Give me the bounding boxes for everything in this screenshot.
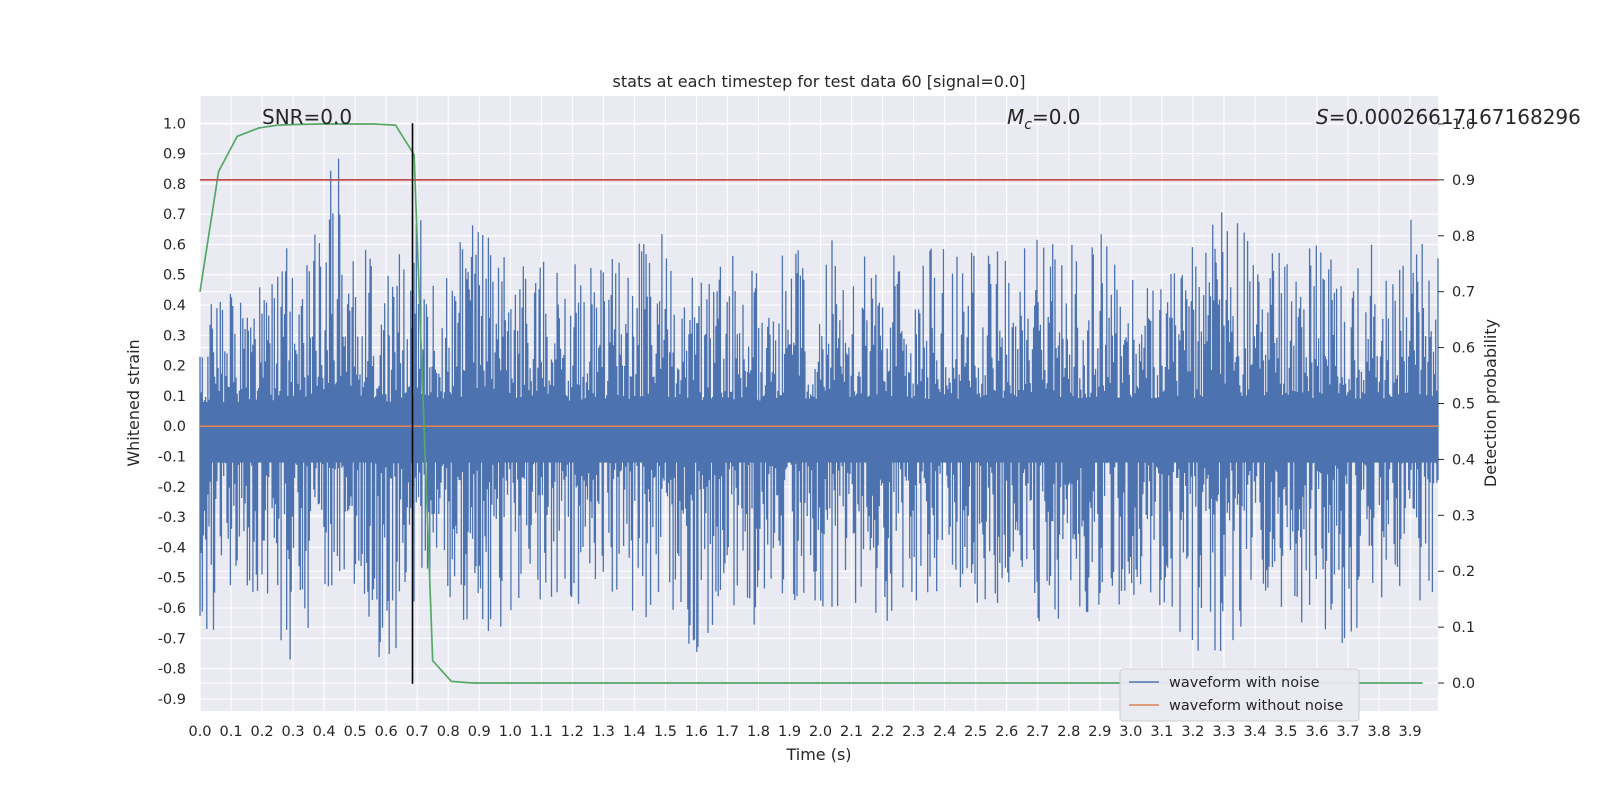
x-tick-label: 0.1 — [219, 724, 242, 740]
y-right-tick-label: 0.8 — [1452, 229, 1475, 245]
y-left-tick-label: -0.6 — [158, 601, 186, 617]
x-tick-label: 3.5 — [1274, 724, 1297, 740]
y-axis-left: 1.0 0.9 0.8 0.7 0.6 0.5 0.4 0.3 0.2 0.1 0.0 -0.1 -0.… — [158, 116, 186, 708]
y-right-tick-label: 0.3 — [1452, 508, 1475, 524]
y-left-tick-label: 0.1 — [163, 389, 186, 405]
x-tick-label: 1.2 — [561, 724, 584, 740]
x-tick-label: 2.8 — [1057, 724, 1080, 740]
x-tick-label: 2.0 — [809, 724, 832, 740]
s-value: =0.00026617167168296 — [1329, 105, 1581, 129]
y-left-tick-label: 0.2 — [163, 359, 186, 375]
y-left-tick-label: 0.9 — [163, 147, 186, 163]
series-waveform-with-noise — [199, 158, 1439, 660]
x-tick-label: 3.9 — [1399, 724, 1422, 740]
y-left-tick-label: 0.5 — [163, 268, 186, 284]
x-axis: 0.0 0.1 0.2 0.3 0.4 0.5 0.6 0.7 0.8 0.9 1.0 1.1 1.2 1… — [188, 724, 1421, 740]
y-left-tick-label: -0.8 — [158, 662, 186, 678]
s-annotation: S=0.00026617167168296 — [1316, 105, 1581, 129]
x-tick-label: 3.1 — [1150, 724, 1173, 740]
x-tick-label: 0.7 — [406, 724, 429, 740]
x-tick-label: 1.6 — [685, 724, 708, 740]
x-tick-label: 0.3 — [282, 724, 305, 740]
legend-label-waveform-with-noise: waveform with noise — [1169, 675, 1320, 691]
mc-value: =0.0 — [1032, 105, 1081, 129]
x-tick-label: 1.1 — [530, 724, 553, 740]
y-left-tick-label: -0.2 — [158, 480, 186, 496]
y-right-tick-label: 0.6 — [1452, 341, 1475, 357]
mc-symbol: M — [1007, 105, 1024, 129]
line-series — [199, 123, 1438, 684]
series-detection-probability — [199, 123, 1423, 684]
y-right-tick-label: 0.0 — [1452, 676, 1475, 692]
y-left-tick-label: -0.7 — [158, 631, 186, 647]
x-tick-label: 2.6 — [995, 724, 1018, 740]
noise-series — [199, 158, 1439, 660]
x-tick-label: 0.6 — [375, 724, 398, 740]
x-tick-label: 1.4 — [623, 724, 646, 740]
y-left-tick-label: -0.3 — [158, 510, 186, 526]
mc-subscript: c — [1024, 117, 1032, 133]
s-symbol: S — [1316, 105, 1329, 129]
y-left-tick-label: 0.0 — [163, 419, 186, 435]
x-tick-label: 2.7 — [1026, 724, 1049, 740]
x-tick-label: 1.5 — [654, 724, 677, 740]
x-tick-label: 2.3 — [902, 724, 925, 740]
x-tick-label: 2.1 — [840, 724, 863, 740]
x-tick-label: 3.2 — [1181, 724, 1204, 740]
x-tick-label: 3.6 — [1305, 724, 1328, 740]
y-right-tick-label: 0.9 — [1452, 173, 1475, 189]
x-tick-label: 1.9 — [778, 724, 801, 740]
x-tick-label: 2.4 — [933, 724, 956, 740]
x-tick-label: 0.2 — [251, 724, 274, 740]
y-left-tick-label: 0.4 — [163, 298, 186, 314]
y-left-tick-label: -0.9 — [158, 692, 186, 708]
y-right-tick-label: 0.1 — [1452, 620, 1475, 636]
legend-box — [1119, 668, 1360, 722]
x-tick-label: 0.9 — [468, 724, 491, 740]
y-axis-right: 1.0 0.9 0.8 0.7 0.6 0.5 0.4 0.3 0.2 0.1 0.0 — [1438, 117, 1475, 692]
y-left-tick-label: -0.5 — [158, 571, 186, 587]
x-tick-label: 0.0 — [188, 724, 211, 740]
legend: waveform with noise waveform without noi… — [1119, 668, 1360, 722]
x-tick-label: 3.0 — [1119, 724, 1142, 740]
chart-title: stats at each timestep for test data 60 … — [613, 72, 1026, 91]
y-right-tick-label: 0.5 — [1452, 397, 1475, 413]
x-tick-label: 1.3 — [592, 724, 615, 740]
x-tick-label: 1.0 — [499, 724, 522, 740]
x-tick-label: 2.5 — [964, 724, 987, 740]
x-axis-label: Time (s) — [785, 745, 851, 764]
y-right-tick-label: 0.4 — [1452, 452, 1475, 468]
y-left-tick-label: -0.1 — [158, 450, 186, 466]
x-tick-label: 3.7 — [1336, 724, 1359, 740]
y-right-tick-label: 0.7 — [1452, 285, 1475, 301]
mc-annotation: Mc=0.0 — [1007, 105, 1081, 133]
x-tick-label: 2.9 — [1088, 724, 1111, 740]
x-tick-label: 1.7 — [716, 724, 739, 740]
x-tick-label: 3.3 — [1212, 724, 1235, 740]
y-axis-right-label: Detection probability — [1481, 319, 1500, 487]
x-tick-label: 3.4 — [1243, 724, 1266, 740]
y-left-tick-label: 1.0 — [163, 116, 186, 132]
y-axis-left-label: Whitened strain — [124, 339, 143, 466]
x-tick-label: 1.8 — [747, 724, 770, 740]
y-left-tick-label: 0.6 — [163, 237, 186, 253]
y-left-tick-label: 0.7 — [163, 207, 186, 223]
y-left-tick-label: 0.3 — [163, 328, 186, 344]
y-left-tick-label: -0.4 — [158, 540, 186, 556]
x-tick-label: 0.5 — [344, 724, 367, 740]
x-tick-label: 0.4 — [313, 724, 336, 740]
snr-annotation: SNR=0.0 — [262, 105, 352, 129]
x-tick-label: 0.8 — [437, 724, 460, 740]
y-right-tick-label: 0.2 — [1452, 564, 1475, 580]
y-right-tick-label: 1.0 — [1452, 117, 1475, 133]
x-tick-label: 2.2 — [871, 724, 894, 740]
x-tick-label: 3.8 — [1368, 724, 1391, 740]
y-left-tick-label: 0.8 — [163, 177, 186, 193]
legend-label-waveform-without-noise: waveform without noise — [1169, 698, 1343, 714]
